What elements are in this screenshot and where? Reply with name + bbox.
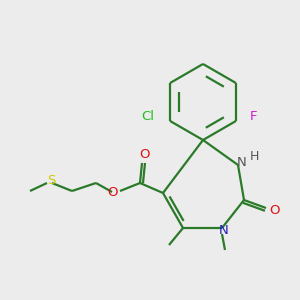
Text: O: O xyxy=(107,185,117,199)
Text: F: F xyxy=(250,110,258,122)
Text: N: N xyxy=(237,157,247,169)
Text: O: O xyxy=(140,148,150,160)
Text: Cl: Cl xyxy=(142,110,154,122)
Text: H: H xyxy=(249,151,259,164)
Text: S: S xyxy=(47,175,55,188)
Text: N: N xyxy=(219,224,229,236)
Text: O: O xyxy=(270,203,280,217)
